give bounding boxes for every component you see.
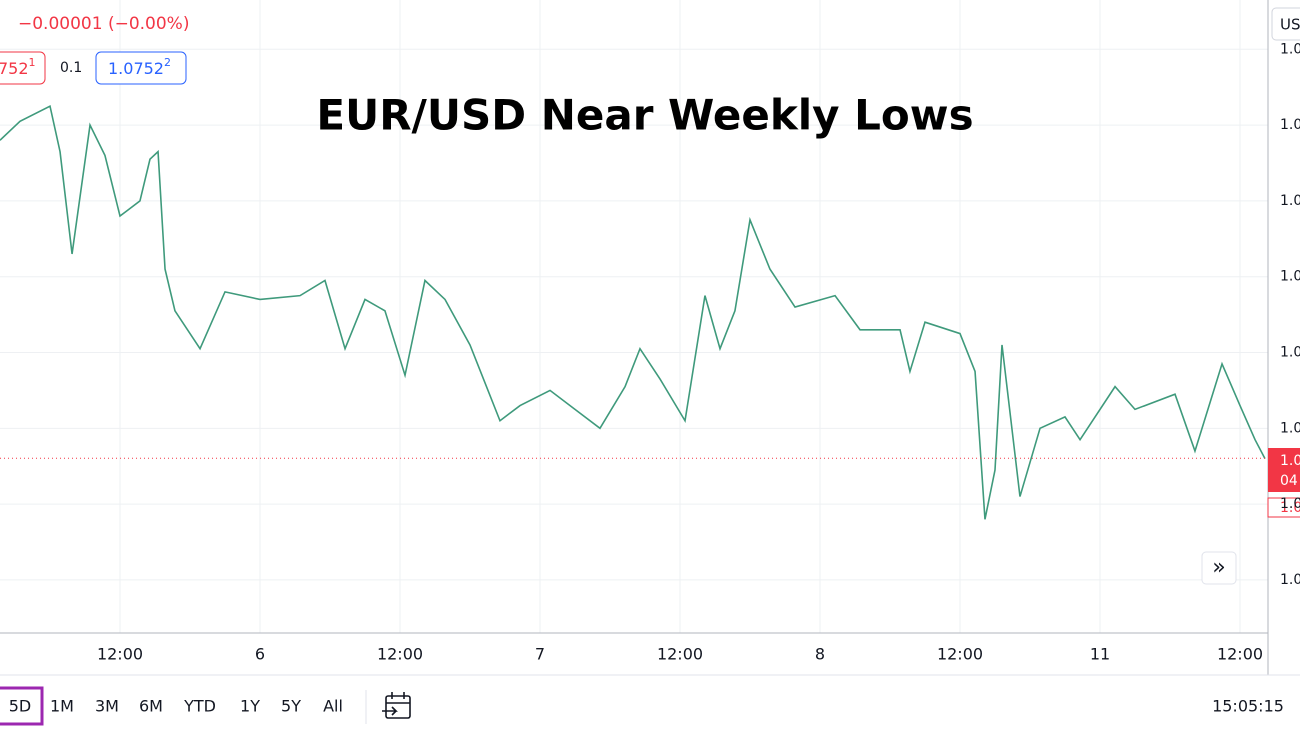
range-button[interactable]: All [323,697,343,716]
price-tag-countdown: 04 [1280,473,1298,489]
range-button[interactable]: 6M [139,697,163,716]
scroll-button[interactable] [1201,551,1237,585]
ask-price: 1.0752 [108,59,164,78]
scroll-icon: » [1212,555,1225,580]
low-tag [1267,497,1300,518]
range-button[interactable]: 5Y [281,697,301,716]
x-tick-label: 12:00 [1217,645,1263,664]
x-tick-label: 8 [815,645,825,664]
y-tick-label: 1.0 [1280,345,1300,361]
y-tick-label: 1.0 [1280,420,1300,436]
ask-pip: 2 [164,56,171,69]
x-tick-label: 7 [535,645,545,664]
y-tick-label: 1.0 [1280,193,1300,209]
x-tick-label: 12:00 [97,645,143,664]
bid[interactable]: 7521 [0,56,36,78]
calendar-icon[interactable] [382,692,411,719]
clock: 15:05:15 [1212,697,1284,716]
range-button[interactable]: 5D [9,697,32,716]
ask-box[interactable] [95,51,187,85]
range-button[interactable]: 1Y [240,697,260,716]
x-tick-label: 12:00 [377,645,423,664]
low-tag-price: 1.0 [1280,500,1300,516]
y-tick-label: 1.0 [1280,269,1300,285]
spread: 0.1 [60,60,82,76]
range-button[interactable]: YTD [183,697,216,716]
x-tick-label: 12:00 [937,645,983,664]
price-line [0,104,1266,520]
ask[interactable]: 1.07522 [108,56,171,78]
y-tick-label: 1.0 [1280,572,1300,588]
bid-pip: 1 [29,56,36,69]
range-button[interactable]: 1M [50,697,74,716]
change: −0.00001 (−0.00%) [18,14,189,34]
currency: US [1280,16,1300,34]
currency-button[interactable] [1271,7,1300,41]
x-tick-label: 12:00 [657,645,703,664]
bid-box[interactable] [0,51,46,85]
chart-title: EUR/USD Near Weekly Lows [316,91,973,140]
x-tick-label: 11 [1090,645,1110,664]
y-tick-label: 1.0 [1280,117,1300,133]
price-tag-price: 1.0 [1280,453,1300,469]
y-tick-label: 1.0 [1280,41,1300,57]
active-range [0,686,44,726]
range-button[interactable]: 3M [95,697,119,716]
x-tick-label: 6 [255,645,265,664]
bid-price: 752 [0,59,29,78]
price-tag [1268,448,1300,492]
y-tick-label: 1.0 [1280,496,1300,512]
